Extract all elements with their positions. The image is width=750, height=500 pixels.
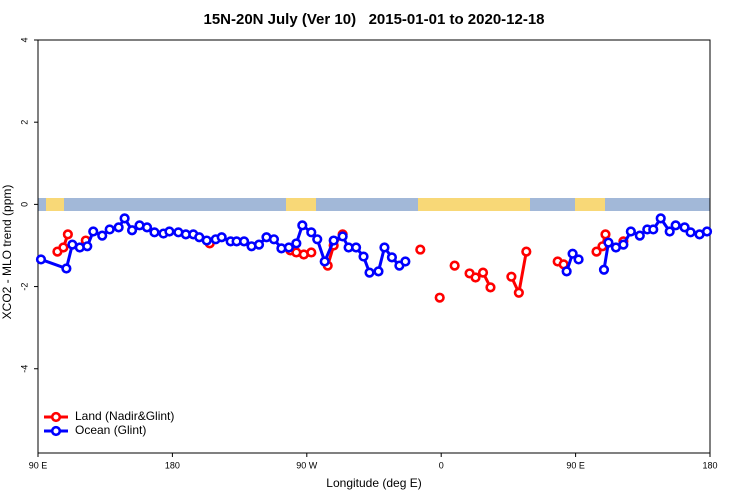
- series-marker: [648, 224, 659, 235]
- series-marker: [513, 287, 524, 298]
- series-marker: [373, 266, 384, 277]
- series-marker: [61, 263, 72, 274]
- series-marker: [358, 251, 369, 262]
- legend-marker: [50, 411, 62, 423]
- legend-marker: [50, 425, 62, 437]
- series-marker: [470, 272, 481, 283]
- series-marker: [328, 235, 339, 246]
- series-marker: [655, 213, 666, 224]
- series-marker: [618, 239, 629, 250]
- series-marker: [386, 252, 398, 263]
- series-marker: [477, 267, 489, 278]
- series-marker: [268, 234, 280, 245]
- legend-label: Ocean (Glint): [75, 423, 146, 437]
- series-marker: [485, 282, 496, 293]
- series-marker: [415, 244, 426, 255]
- x-axis-label: Longitude (deg E): [326, 476, 421, 490]
- series-marker: [238, 236, 250, 247]
- series-marker: [164, 226, 175, 237]
- series-marker: [306, 227, 317, 238]
- x-tick-label: 90 E: [29, 460, 48, 470]
- series-marker: [567, 248, 578, 259]
- series-marker: [350, 242, 362, 253]
- series-marker: [253, 239, 265, 250]
- series-marker: [434, 292, 445, 303]
- series-marker: [113, 222, 124, 233]
- series-marker: [625, 226, 636, 237]
- y-axis-label: XCO2 - MLO trend (ppm): [0, 185, 14, 320]
- series-marker: [449, 260, 460, 271]
- plot-frame: [37, 39, 711, 454]
- series-marker: [634, 230, 645, 241]
- series-marker: [600, 229, 611, 240]
- series-marker: [62, 229, 73, 240]
- x-tick-label: 0: [439, 460, 444, 470]
- series-marker: [35, 254, 47, 265]
- map-strip: [38, 198, 710, 211]
- series-marker: [149, 227, 160, 238]
- series-marker: [97, 230, 108, 241]
- series-marker: [506, 271, 517, 282]
- x-tick-label: 90 W: [296, 460, 318, 470]
- series-marker: [312, 234, 323, 245]
- y-tick-label: -4: [19, 365, 29, 373]
- series-marker: [319, 256, 330, 267]
- series-marker: [216, 232, 227, 243]
- series-marker: [291, 238, 302, 249]
- series-marker: [297, 220, 308, 231]
- y-tick-label: -2: [19, 283, 29, 291]
- series-marker: [379, 242, 390, 253]
- series-marker: [685, 227, 696, 238]
- series-marker: [141, 222, 153, 233]
- chart-title: 15N-20N July (Ver 10) 2015-01-01 to 2020…: [203, 11, 544, 28]
- series-marker: [82, 241, 93, 252]
- legend-label: Land (Nadir&Glint): [75, 409, 174, 423]
- series-marker: [400, 256, 411, 267]
- series-marker: [670, 220, 681, 231]
- series-marker: [126, 225, 138, 236]
- series-marker: [119, 213, 130, 224]
- series-marker: [306, 247, 317, 258]
- x-tick-label: 180: [702, 460, 717, 470]
- series-marker: [603, 237, 614, 248]
- series-marker: [591, 246, 602, 257]
- series-marker: [598, 264, 610, 275]
- y-tick-label: 2: [19, 120, 29, 125]
- series-marker: [573, 254, 584, 265]
- series-marker: [283, 242, 294, 253]
- series-marker: [521, 246, 532, 257]
- series-marker: [201, 235, 212, 246]
- series-marker: [104, 224, 115, 235]
- series-marker: [337, 231, 348, 242]
- series-marker: [58, 242, 69, 253]
- series-marker: [561, 266, 572, 277]
- series-marker: [701, 226, 713, 237]
- series-marker: [364, 267, 375, 278]
- x-tick-label: 90 E: [566, 460, 585, 470]
- series-marker: [664, 226, 675, 237]
- y-tick-label: 4: [19, 37, 29, 42]
- series-marker: [88, 226, 99, 237]
- x-tick-label: 180: [165, 460, 180, 470]
- y-tick-label: 0: [19, 202, 29, 207]
